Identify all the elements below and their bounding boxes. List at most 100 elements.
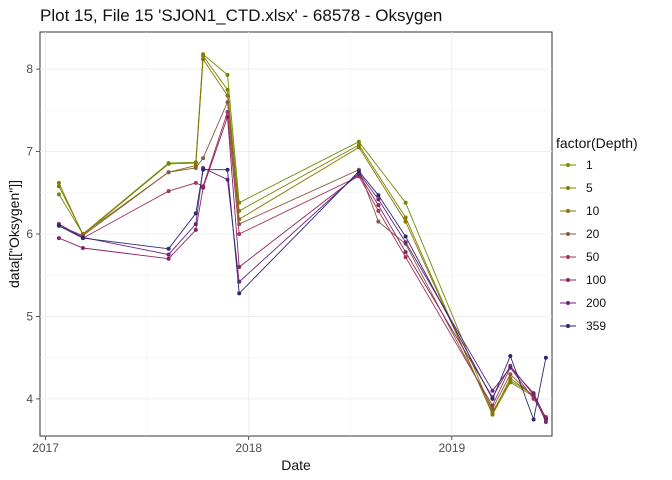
legend-title: factor(Depth) bbox=[556, 135, 638, 151]
legend-key-point bbox=[566, 209, 570, 213]
data-point bbox=[201, 185, 206, 190]
data-point bbox=[403, 215, 408, 220]
legend-item-50: 50 bbox=[560, 250, 600, 264]
legend-key-point bbox=[566, 163, 570, 167]
legend-key-point bbox=[566, 324, 570, 328]
data-point bbox=[403, 200, 408, 205]
data-point bbox=[225, 93, 230, 98]
data-point bbox=[193, 166, 198, 170]
data-point bbox=[56, 180, 61, 185]
data-point bbox=[56, 236, 61, 241]
legend-item-5: 5 bbox=[560, 181, 593, 195]
legend-item-20: 20 bbox=[560, 227, 600, 241]
legend-key-point bbox=[566, 255, 570, 259]
data-point bbox=[193, 222, 198, 227]
data-point bbox=[166, 246, 171, 251]
data-point bbox=[166, 161, 171, 166]
data-point bbox=[237, 265, 242, 269]
legend-label: 200 bbox=[586, 296, 606, 310]
data-point bbox=[508, 372, 513, 377]
data-point bbox=[166, 189, 171, 194]
data-point bbox=[237, 291, 242, 296]
data-point bbox=[201, 53, 206, 58]
series-line bbox=[58, 100, 547, 419]
data-point bbox=[543, 416, 548, 421]
series-line bbox=[58, 111, 547, 418]
data-point bbox=[543, 355, 548, 360]
legend-item-359: 359 bbox=[560, 319, 606, 333]
data-point bbox=[225, 100, 230, 105]
data-point bbox=[80, 246, 85, 250]
data-point bbox=[193, 227, 198, 232]
data-point bbox=[80, 236, 85, 241]
series-359 bbox=[56, 167, 548, 422]
y-axis-title: data[["Oksygen"]] bbox=[6, 180, 22, 288]
series-line bbox=[58, 167, 547, 419]
x-axis-title: Date bbox=[281, 457, 311, 473]
series-line bbox=[58, 169, 547, 422]
legend-label: 20 bbox=[586, 227, 600, 241]
chart-title: Plot 15, File 15 'SJON1_CTD.xlsx' - 6857… bbox=[40, 6, 443, 25]
data-point bbox=[225, 110, 230, 114]
legend-key-point bbox=[566, 278, 570, 282]
data-point bbox=[201, 57, 206, 62]
data-point bbox=[376, 219, 381, 224]
data-point bbox=[166, 170, 171, 175]
data-point bbox=[166, 252, 171, 257]
data-point bbox=[356, 145, 361, 150]
legend-item-100: 100 bbox=[560, 273, 606, 287]
data-point bbox=[356, 169, 361, 174]
data-point bbox=[56, 184, 61, 189]
data-point bbox=[490, 403, 495, 408]
legend-key-point bbox=[566, 301, 570, 305]
data-point bbox=[356, 139, 361, 144]
data-point bbox=[490, 411, 495, 416]
data-point bbox=[543, 420, 548, 424]
legend-label: 50 bbox=[586, 250, 600, 264]
data-point bbox=[490, 406, 495, 411]
data-point bbox=[403, 255, 408, 260]
data-point bbox=[508, 354, 513, 358]
legend-item-10: 10 bbox=[560, 204, 600, 218]
legend-item-200: 200 bbox=[560, 296, 606, 310]
data-point bbox=[376, 193, 381, 198]
data-point bbox=[531, 391, 536, 396]
legend-label: 100 bbox=[586, 273, 606, 287]
data-point bbox=[403, 250, 408, 255]
data-point bbox=[508, 376, 513, 381]
legend-label: 5 bbox=[586, 181, 593, 195]
data-point bbox=[225, 87, 230, 92]
data-point bbox=[376, 208, 381, 213]
x-tick-label: 2018 bbox=[235, 441, 262, 455]
data-point bbox=[193, 180, 198, 185]
legend-item-1: 1 bbox=[560, 158, 593, 172]
data-point bbox=[225, 167, 230, 172]
y-tick-label: 6 bbox=[26, 227, 33, 241]
legend-key-point bbox=[566, 186, 570, 190]
series-layer bbox=[56, 52, 548, 424]
data-point bbox=[490, 388, 495, 393]
legend-label: 10 bbox=[586, 204, 600, 218]
data-point bbox=[403, 240, 408, 245]
data-point bbox=[376, 197, 381, 202]
data-point bbox=[225, 114, 230, 119]
x-tick-label: 2019 bbox=[438, 441, 465, 455]
y-tick-label: 5 bbox=[26, 309, 33, 323]
x-tick-label: 2017 bbox=[32, 441, 59, 455]
data-point bbox=[225, 72, 230, 77]
data-point bbox=[201, 156, 206, 161]
data-point bbox=[403, 234, 408, 239]
data-point bbox=[56, 192, 61, 197]
data-point bbox=[376, 203, 381, 208]
tick-layer: 4 5 6 7 8 2017 2018 2019 bbox=[26, 62, 465, 455]
y-tick-label: 4 bbox=[26, 392, 33, 406]
y-tick-label: 8 bbox=[26, 62, 33, 76]
data-point bbox=[531, 417, 536, 422]
data-point bbox=[56, 223, 61, 228]
data-point bbox=[508, 365, 513, 370]
legend-key-point bbox=[566, 232, 570, 236]
legend-label: 1 bbox=[586, 158, 593, 172]
data-point bbox=[166, 256, 171, 261]
legend: factor(Depth) 1 5 10 20 50 100 200 359 bbox=[556, 135, 638, 333]
